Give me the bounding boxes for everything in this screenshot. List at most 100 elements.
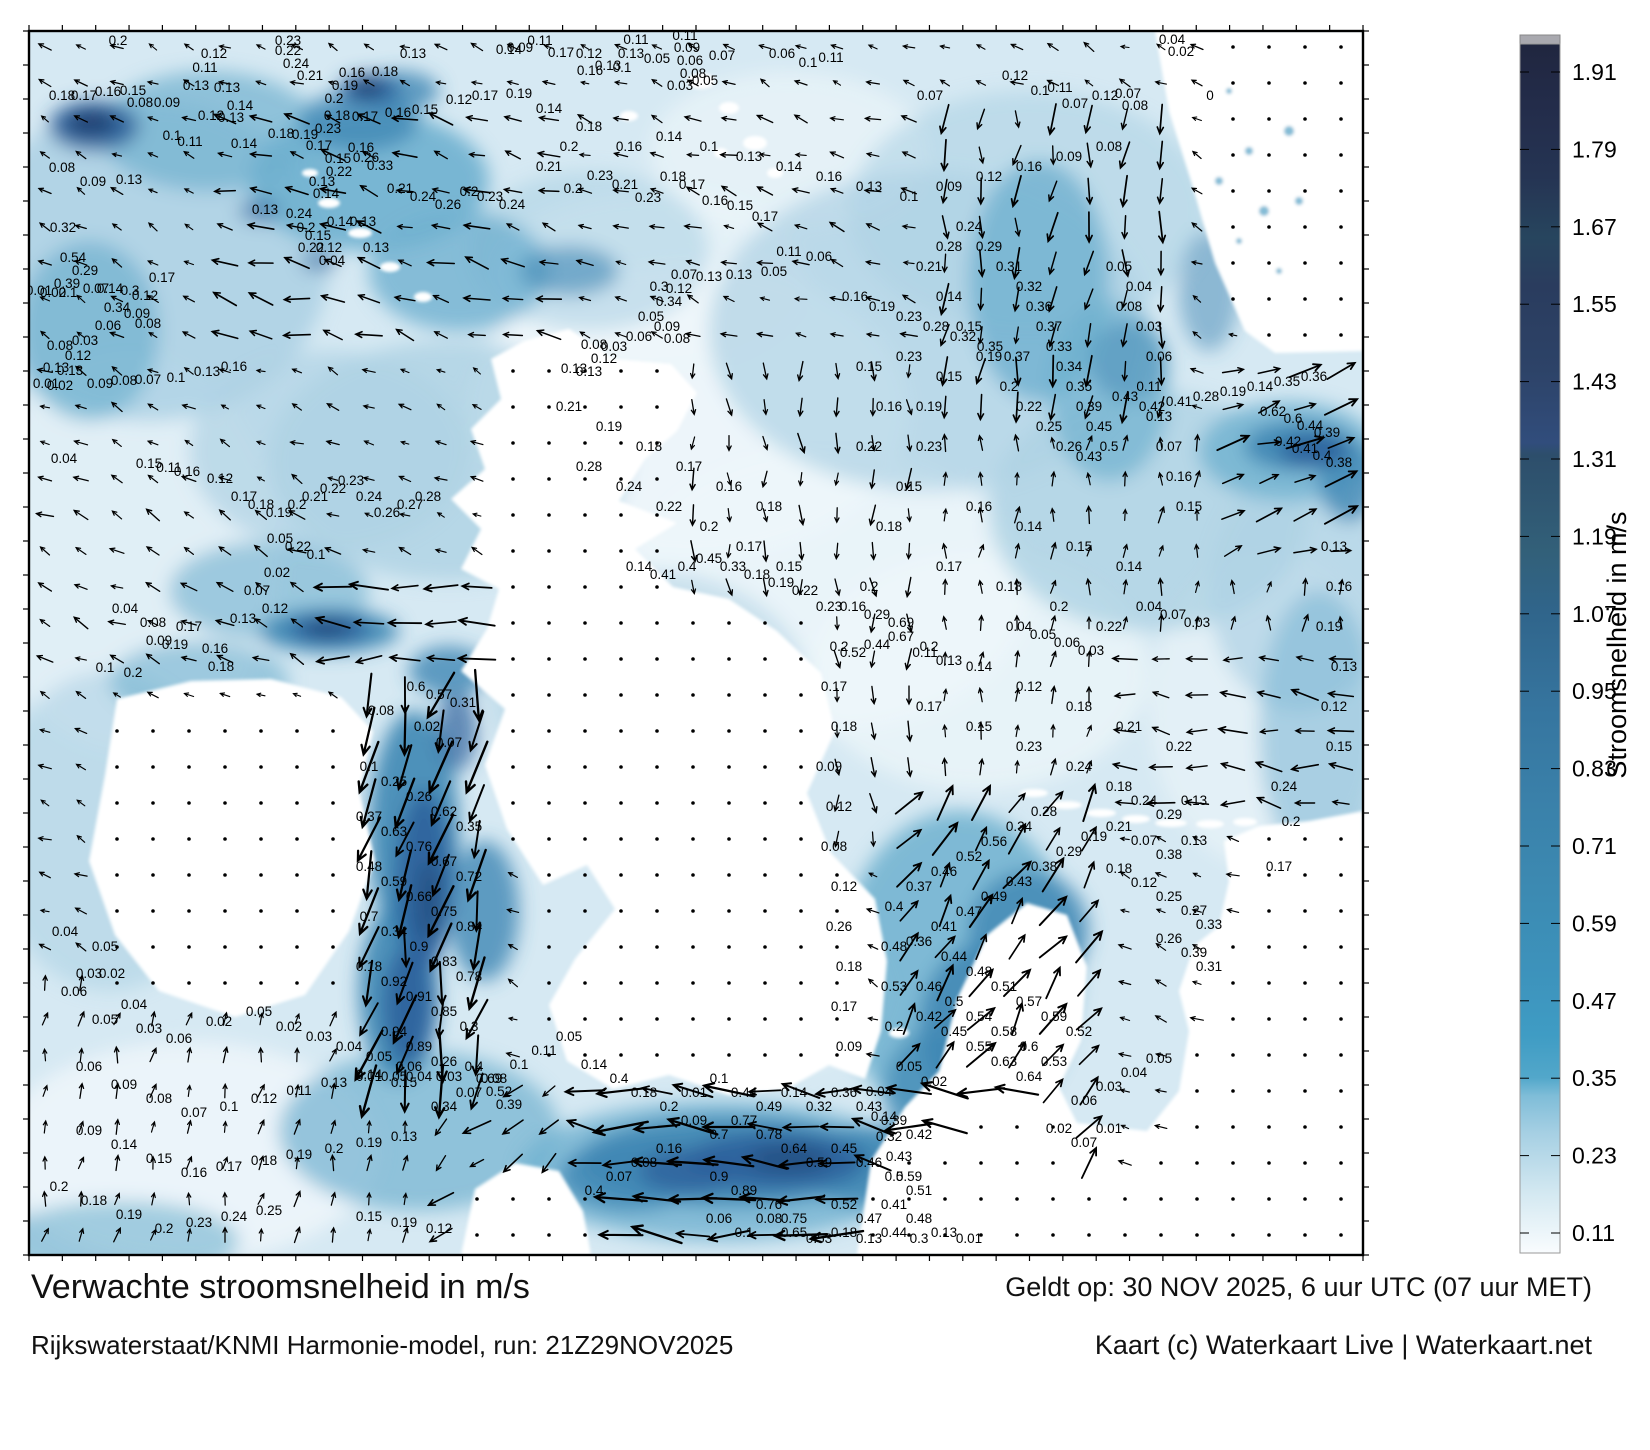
svg-text:0.14: 0.14 (581, 1057, 608, 1072)
svg-text:0.55: 0.55 (966, 1039, 992, 1054)
svg-text:0.05: 0.05 (381, 1069, 407, 1084)
svg-text:0.25: 0.25 (256, 1203, 282, 1218)
svg-text:0.19: 0.19 (1220, 384, 1246, 399)
svg-text:0.4: 0.4 (465, 1059, 484, 1074)
svg-text:0.14: 0.14 (496, 42, 523, 57)
svg-text:0.48: 0.48 (356, 859, 382, 874)
svg-text:0.08: 0.08 (140, 615, 166, 630)
svg-text:0.17: 0.17 (752, 209, 778, 224)
svg-text:0.14: 0.14 (626, 559, 653, 574)
svg-text:0.26: 0.26 (431, 1054, 457, 1069)
svg-text:0.15: 0.15 (966, 719, 992, 734)
svg-text:0.57: 0.57 (1016, 994, 1042, 1009)
svg-text:0.32: 0.32 (1016, 279, 1042, 294)
svg-text:0.04: 0.04 (1159, 32, 1186, 47)
svg-text:0.24: 0.24 (956, 219, 983, 234)
svg-text:0.12: 0.12 (1002, 68, 1028, 83)
svg-text:0.07: 0.07 (1115, 86, 1141, 101)
svg-text:0.44: 0.44 (731, 1085, 758, 1100)
svg-text:0.16: 0.16 (716, 479, 742, 494)
svg-text:0.2: 0.2 (830, 639, 849, 654)
svg-text:0.01: 0.01 (1096, 1121, 1122, 1136)
svg-text:0.04: 0.04 (1121, 1065, 1148, 1080)
svg-text:0.47: 0.47 (856, 1211, 882, 1226)
svg-text:0.16: 0.16 (181, 1165, 207, 1180)
svg-text:0.23: 0.23 (896, 349, 922, 364)
svg-text:0.35: 0.35 (977, 339, 1003, 354)
svg-text:0.06: 0.06 (95, 318, 121, 333)
current-arrows (34, 41, 1360, 1245)
svg-text:0.14: 0.14 (111, 1137, 138, 1152)
svg-text:0.22: 0.22 (1166, 739, 1192, 754)
svg-text:0.15: 0.15 (146, 1151, 172, 1166)
svg-text:0.11: 0.11 (818, 50, 843, 65)
svg-text:0.19: 0.19 (596, 419, 622, 434)
svg-text:0.18: 0.18 (831, 1225, 857, 1240)
svg-text:0.56: 0.56 (981, 834, 1007, 849)
colorbar: 1.91 1.79 1.67 1.55 1.43 1.31 1.19 1.07 0.95 0.83… (1519, 34, 1632, 1254)
svg-text:0.6: 0.6 (407, 679, 426, 694)
svg-text:0.04: 0.04 (1126, 279, 1153, 294)
svg-text:0.64: 0.64 (781, 1141, 808, 1156)
svg-text:0.22: 0.22 (298, 240, 324, 255)
svg-text:0.17: 0.17 (679, 177, 705, 192)
svg-text:0.18: 0.18 (636, 439, 662, 454)
svg-text:0.07: 0.07 (1160, 607, 1186, 622)
svg-text:0.28: 0.28 (923, 319, 949, 334)
svg-text:0.37: 0.37 (356, 809, 382, 824)
svg-text:0.24: 0.24 (499, 197, 526, 212)
svg-text:0.21: 0.21 (297, 68, 323, 83)
svg-text:0.08: 0.08 (664, 331, 690, 346)
svg-text:0.21: 0.21 (1106, 819, 1132, 834)
svg-text:0.52: 0.52 (1066, 1024, 1092, 1039)
svg-text:0.53: 0.53 (806, 1231, 832, 1246)
svg-text:0.9: 0.9 (710, 1169, 729, 1184)
svg-text:0.19: 0.19 (292, 127, 318, 142)
svg-text:0.2: 0.2 (325, 1141, 344, 1156)
svg-text:0.23: 0.23 (635, 190, 661, 205)
svg-text:0.09: 0.09 (124, 306, 150, 321)
svg-text:0.08: 0.08 (49, 160, 75, 175)
svg-text:0.07: 0.07 (1071, 1135, 1097, 1150)
svg-text:0: 0 (1206, 88, 1214, 103)
svg-text:0.2: 0.2 (155, 1221, 174, 1236)
svg-text:0.1: 0.1 (220, 1099, 239, 1114)
svg-text:0.1: 0.1 (59, 285, 78, 300)
svg-text:0.08: 0.08 (821, 839, 847, 854)
svg-text:0.09: 0.09 (76, 1123, 102, 1138)
svg-text:1.31: 1.31 (1572, 446, 1617, 472)
svg-text:0.04: 0.04 (51, 451, 78, 466)
svg-text:0.16: 0.16 (840, 599, 866, 614)
svg-text:1.07: 1.07 (1572, 601, 1617, 627)
svg-text:0.35: 0.35 (1274, 374, 1300, 389)
svg-text:0.12: 0.12 (132, 288, 158, 303)
svg-text:0.72: 0.72 (456, 869, 482, 884)
svg-text:0.13: 0.13 (936, 653, 962, 668)
svg-text:0.06: 0.06 (1054, 635, 1080, 650)
svg-text:0.2: 0.2 (50, 1179, 69, 1194)
svg-text:0.07: 0.07 (83, 281, 109, 296)
svg-text:0.78: 0.78 (456, 969, 482, 984)
svg-text:0.11: 0.11 (623, 32, 648, 47)
svg-text:0.05: 0.05 (267, 531, 293, 546)
svg-text:0.28: 0.28 (415, 489, 441, 504)
svg-text:0.16: 0.16 (1166, 469, 1192, 484)
svg-text:0.15: 0.15 (356, 1209, 382, 1224)
svg-text:0.08: 0.08 (127, 95, 153, 110)
svg-text:0.09: 0.09 (154, 95, 180, 110)
svg-text:0.35: 0.35 (1572, 1065, 1617, 1091)
svg-text:0.43: 0.43 (1006, 874, 1032, 889)
svg-text:0.11: 0.11 (286, 1083, 311, 1098)
svg-text:0.18: 0.18 (356, 959, 382, 974)
svg-text:0.16: 0.16 (616, 139, 642, 154)
svg-text:0.19: 0.19 (506, 86, 532, 101)
svg-text:0.18: 0.18 (744, 567, 770, 582)
svg-text:0.59: 0.59 (1572, 910, 1617, 936)
svg-text:0.23: 0.23 (816, 599, 842, 614)
svg-text:0.15: 0.15 (1326, 739, 1352, 754)
svg-text:0.17: 0.17 (821, 679, 847, 694)
svg-text:0.08: 0.08 (47, 338, 73, 353)
svg-text:0.52: 0.52 (840, 645, 866, 660)
speed-value-labels: 0.20.120.230.220.240.210.130.110.130.180… (29, 31, 1357, 1246)
svg-text:0.16: 0.16 (966, 499, 992, 514)
